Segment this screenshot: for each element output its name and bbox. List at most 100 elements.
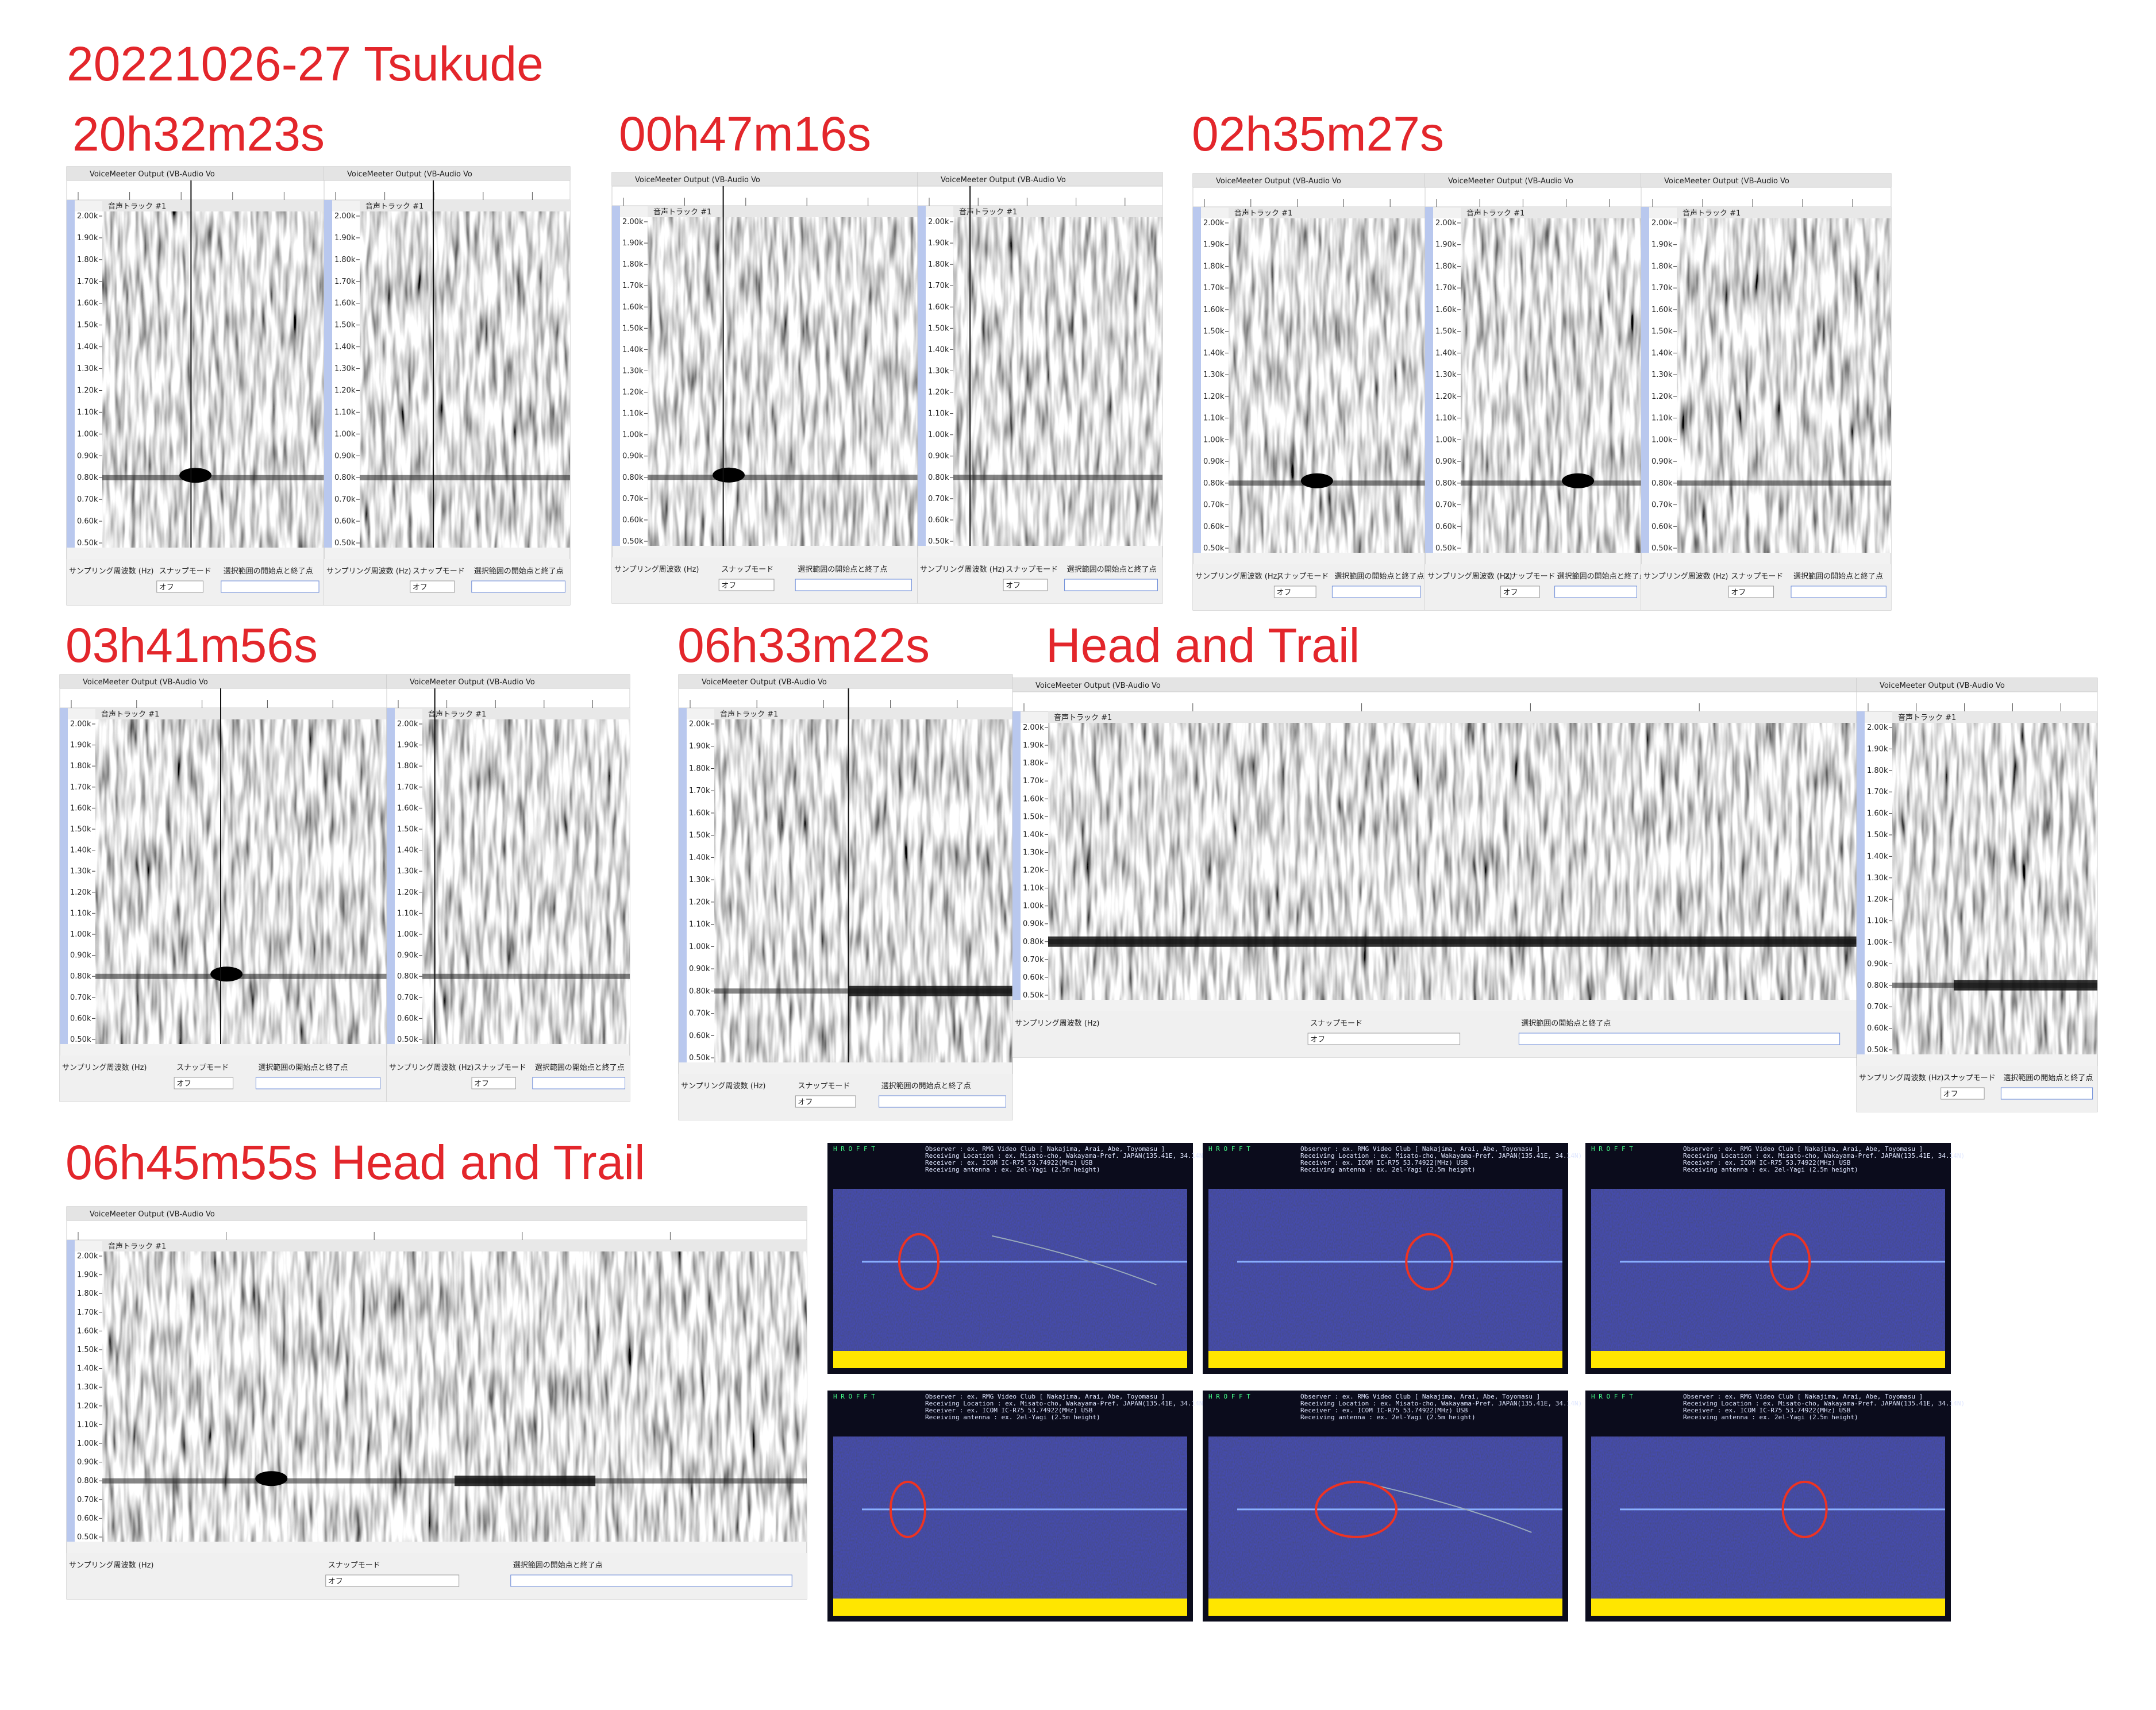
axis-bg [75,211,102,548]
track-name: 音声トラック #1 [1466,209,1524,218]
axis-bar [1193,207,1201,553]
freq-tick-label: 1.50k [1435,328,1457,336]
freq-tick-label: 1.80k [1023,759,1044,768]
freq-tick-label: 0.60k [1435,522,1457,531]
freq-tick-label: 1.60k [77,299,98,308]
snap-value: オフ [721,581,736,590]
freq-tick-label: 1.00k [77,430,98,438]
toolbar-label: スナップモード [1943,1074,1996,1083]
input-device: VoiceMeeter Output (VB-Audio Vo [90,170,215,179]
freq-tick-label: 0.90k [70,952,91,960]
freq-tick-label: 0.90k [77,1458,98,1467]
track-name: 音声トラック #1 [1054,713,1112,722]
hrofft-info: Receiving antenna : ex. 2el-Yagi (2.5m h… [925,1166,1100,1173]
freq-tick-label: 0.60k [334,517,356,526]
hrofft-panel: H R O F F T Observer : ex. RMG Video Club… [1203,1391,1582,1622]
freq-tick-label: 2.00k [1023,723,1044,732]
toolbar-strip [1193,174,1425,187]
snap-value: オフ [1276,588,1291,597]
freq-tick-label: 1.10k [77,408,98,417]
freq-tick-label: 0.80k [77,1477,98,1485]
toolbar-label: 選択範囲の開始点と終了点 [224,567,313,576]
spectrogram-window: VoiceMeeter Output (VB-Audio Vo 音声トラック #1… [1856,677,2098,1112]
freq-tick-label: 1.80k [77,256,98,264]
freq-tick-label: 1.10k [70,909,91,918]
track-name: 音声トラック #1 [1898,713,1956,722]
freq-tick-label: 1.10k [1651,414,1673,423]
freq-tick-label: 1.50k [77,1346,98,1354]
toolbar-label: スナップモード [159,567,211,576]
marker-circle [1769,1233,1811,1291]
freq-tick-label: 0.80k [622,473,644,482]
axis-bg [68,719,95,1044]
time-ruler [66,180,325,201]
freq-tick-label: 2.00k [70,720,91,729]
freq-tick-label: 1.50k [1651,328,1673,336]
spectrogram-window: VoiceMeeter Output (VB-Audio Vo 音声トラック #1… [386,674,630,1102]
track-name: 音声トラック #1 [365,202,424,211]
freq-tick-label: 1.90k [70,741,91,750]
freq-tick-label: 1.30k [1435,371,1457,379]
freq-tick-label: 0.80k [1203,479,1225,488]
axis-bg [926,217,953,546]
snap-value: オフ [1503,588,1518,597]
page-title: 20221026-27 Tsukude [67,37,544,91]
freq-tick-label: 1.80k [77,1289,98,1298]
freq-tick-label: 0.70k [622,495,644,503]
toolbar-strip [60,675,387,688]
spectrogram [360,211,570,548]
axis-bar [679,708,687,1062]
meteor-echo [255,1471,288,1486]
freq-tick-label: 1.10k [1203,414,1225,423]
freq-tick-label: 1.00k [689,942,710,951]
freq-tick-label: 1.80k [622,260,644,269]
hrofft-brand: H R O F F T [833,1393,875,1400]
freq-tick-label: 1.70k [1203,284,1225,292]
freq-tick-label: 1.10k [397,909,418,918]
axis-bg [75,1251,102,1542]
axis-bar [387,708,395,1044]
freq-tick-label: 1.80k [397,762,418,771]
axis-bar [67,200,75,548]
freq-tick-label: 1.30k [70,867,91,876]
track-name: 音声トラック #1 [1234,209,1292,218]
freq-tick-label: 1.20k [1203,392,1225,401]
caption: 02h35m27s [1192,107,1444,161]
spectrogram-window: VoiceMeeter Output (VB-Audio Vo 音声トラック #1… [59,674,387,1102]
spectrogram [714,719,1012,1062]
axis-bg [687,719,714,1062]
freq-tick-label: 0.50k [334,539,356,548]
hrofft-info: Observer : ex. RMG Video Club [ Nakajima… [1300,1393,1540,1400]
input-device: VoiceMeeter Output (VB-Audio Vo [83,678,208,687]
freq-tick-label: 1.40k [334,343,356,352]
freq-tick-label: 0.60k [77,1514,98,1523]
snap-select [156,580,203,593]
freq-tick-label: 1.00k [1867,938,1888,947]
toolbar-strip [1857,678,2097,692]
freq-tick-label: 1.60k [689,809,710,818]
freq-tick-label: 1.30k [77,365,98,373]
freq-tick-label: 1.00k [397,930,418,939]
freq-tick-label: 0.80k [928,473,949,482]
freq-tick-label: 2.00k [1867,723,1888,732]
toolbar-label: サンプリング周波数 (Hz) [62,1064,147,1072]
freq-tick-label: 2.00k [1651,219,1673,228]
freq-tick-label: 1.80k [689,764,710,773]
toolbar-label: スナップモード [176,1064,229,1072]
toolbar-strip [1012,678,1857,692]
track-label-bar [1229,207,1425,218]
freq-tick-label: 0.80k [334,473,356,482]
hrofft-info: Receiver : ex. ICOM IC-R75 53.74922(MHz)… [925,1407,1093,1414]
freq-tick-label: 0.60k [397,1014,418,1023]
snap-select [1500,586,1540,598]
toolbar-label: サンプリング周波数 (Hz) [1195,572,1280,581]
snap-value: オフ [1006,581,1021,590]
freq-tick-label: 1.40k [1435,349,1457,357]
toolbar-label: 選択範囲の開始点と終了点 [1557,572,1647,581]
spectrogram-window: VoiceMeeter Output (VB-Audio Vo 音声トラック #1… [1192,173,1426,611]
freq-tick-label: 1.00k [1203,436,1225,444]
hrofft-info: Receiving Location : ex. Misato-cho, Wak… [1300,1400,1582,1407]
hrofft-info: Receiving antenna : ex. 2el-Yagi (2.5m h… [1683,1414,1858,1421]
input-device: VoiceMeeter Output (VB-Audio Vo [702,678,827,687]
time-box [1518,1033,1841,1045]
